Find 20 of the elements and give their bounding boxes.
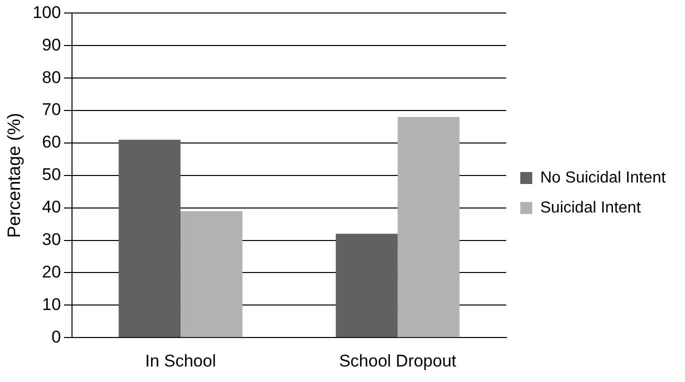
- y-tick-label: 70: [42, 100, 61, 120]
- y-tick-label: 10: [42, 294, 61, 314]
- y-tick-label: 20: [42, 262, 61, 282]
- bar: [180, 211, 242, 338]
- y-tick-label: 60: [42, 132, 61, 152]
- x-tick-label: In School: [145, 351, 216, 370]
- legend-label: No Suicidal Intent: [540, 169, 666, 186]
- y-tick-label: 30: [42, 230, 61, 249]
- y-tick-label: 0: [51, 327, 61, 346]
- y-tick-label: 90: [42, 35, 61, 54]
- y-tick-label: 80: [42, 68, 61, 87]
- y-tick-label: 100: [32, 2, 61, 22]
- legend-label: Suicidal Intent: [540, 199, 642, 216]
- bar: [118, 140, 181, 338]
- x-tick-label: School Dropout: [339, 351, 457, 370]
- bar: [398, 117, 460, 338]
- y-tick-label: 50: [42, 165, 61, 184]
- bar: [336, 234, 398, 338]
- y-tick-label: 40: [42, 198, 61, 217]
- y-axis-title: Percentage (%): [4, 112, 24, 238]
